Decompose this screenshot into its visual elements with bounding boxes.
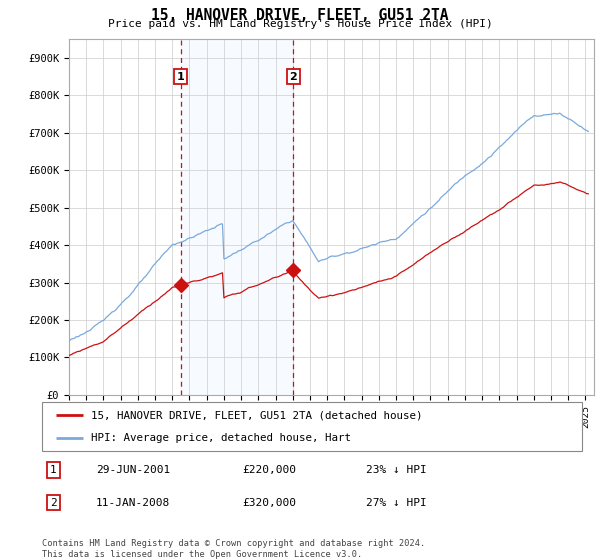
Text: 1: 1 [177,72,185,82]
Text: Price paid vs. HM Land Registry's House Price Index (HPI): Price paid vs. HM Land Registry's House … [107,19,493,29]
Text: 2: 2 [289,72,297,82]
Text: HPI: Average price, detached house, Hart: HPI: Average price, detached house, Hart [91,433,350,444]
Text: 1: 1 [50,465,57,475]
Text: 15, HANOVER DRIVE, FLEET, GU51 2TA (detached house): 15, HANOVER DRIVE, FLEET, GU51 2TA (deta… [91,410,422,421]
Text: Contains HM Land Registry data © Crown copyright and database right 2024.
This d: Contains HM Land Registry data © Crown c… [42,539,425,559]
Text: 23% ↓ HPI: 23% ↓ HPI [366,465,427,475]
Text: £320,000: £320,000 [242,498,296,507]
Text: £220,000: £220,000 [242,465,296,475]
Text: 15, HANOVER DRIVE, FLEET, GU51 2TA: 15, HANOVER DRIVE, FLEET, GU51 2TA [151,8,449,24]
Text: 11-JAN-2008: 11-JAN-2008 [96,498,170,507]
Bar [181,39,293,395]
Text: 27% ↓ HPI: 27% ↓ HPI [366,498,427,507]
Text: 29-JUN-2001: 29-JUN-2001 [96,465,170,475]
Text: 2: 2 [50,498,57,507]
